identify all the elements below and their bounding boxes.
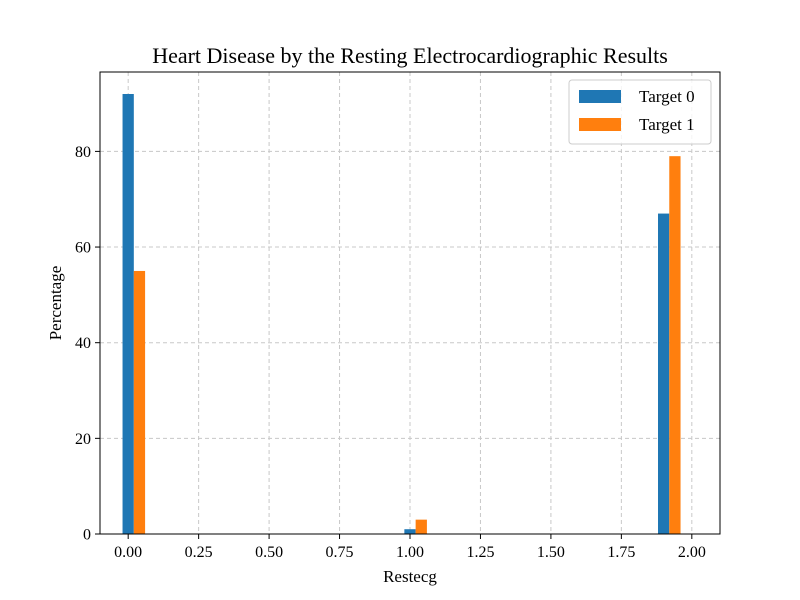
x-tick-label: 0.75: [326, 544, 354, 561]
x-tick-label: 1.75: [607, 544, 635, 561]
x-tick-label: 1.00: [396, 544, 424, 561]
legend-label: Target 0: [639, 87, 695, 106]
y-axis-label: Percentage: [46, 266, 65, 341]
x-axis-ticks: 0.00 0.25 0.50 0.75 1.00 1.25 1.50 1.75 2.00: [114, 534, 706, 561]
y-tick-label: 60: [75, 240, 91, 257]
legend-label: Target 1: [639, 115, 695, 134]
x-tick-label: 0.50: [255, 544, 283, 561]
y-tick-label: 20: [75, 431, 91, 448]
x-tick-label: 0.25: [185, 544, 213, 561]
x-axis-label: Restecg: [383, 567, 437, 586]
bars: [122, 94, 681, 534]
y-tick-label: 80: [75, 144, 91, 161]
legend: Target 0 Target 1: [568, 79, 712, 145]
bar-target-1-1: [415, 519, 427, 534]
legend-items: Target 0 Target 1: [579, 87, 695, 134]
x-tick-label: 1.25: [466, 544, 494, 561]
x-tick-label: 0.00: [114, 544, 142, 561]
legend-swatch-target-0: [579, 90, 621, 103]
chart-title: Heart Disease by the Resting Electrocard…: [152, 43, 668, 68]
bar-target-0-0: [122, 94, 134, 534]
bar-target-0-1: [404, 529, 416, 534]
bar-target-1-2: [669, 156, 681, 534]
y-tick-label: 0: [83, 527, 91, 544]
bar-target-0-2: [658, 213, 670, 534]
bar-target-1-0: [133, 270, 146, 534]
legend-swatch-target-1: [579, 118, 621, 131]
x-tick-label: 1.50: [537, 544, 565, 561]
x-tick-label: 2.00: [678, 544, 706, 561]
y-axis-ticks: 0 20 40 60 80: [75, 144, 100, 544]
y-tick-label: 40: [75, 335, 91, 352]
